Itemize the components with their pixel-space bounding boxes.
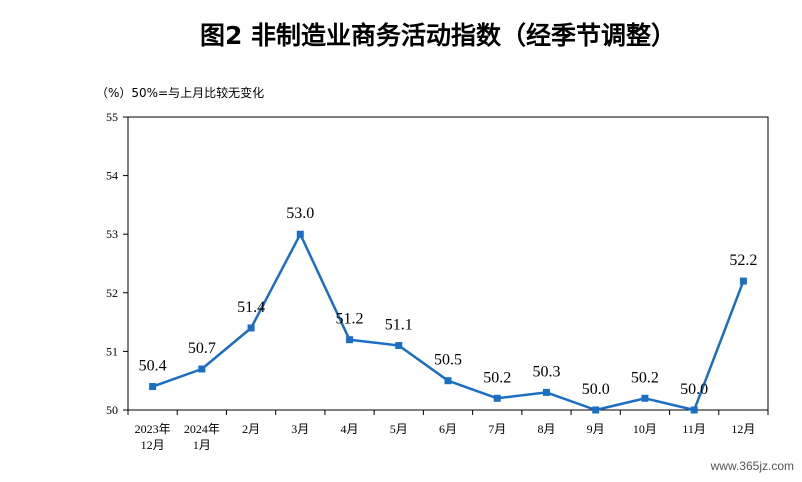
data-point: [395, 342, 403, 350]
data-label: 51.2: [336, 311, 364, 328]
data-point: [444, 377, 452, 385]
x-tick-label: 2024年: [184, 422, 220, 436]
x-tick-label: 1月: [193, 438, 211, 452]
x-tick-label: 4月: [341, 422, 359, 436]
x-tick-label: 9月: [587, 422, 605, 436]
plot-area: [127, 116, 769, 411]
x-tick-label: 10月: [633, 422, 657, 436]
y-axis-unit-note: （%）50%=与上月比较无变化: [96, 85, 264, 100]
x-axis: 2023年 12月 2024年 1月 2月 3月 4月 5月 6月 7月 8月 9月 10月 11月 12月: [127, 410, 769, 452]
data-label: 50.3: [532, 363, 560, 380]
x-tick-label: 12月: [731, 422, 755, 436]
data-label: 50.0: [582, 381, 610, 398]
x-tick-label: 12月: [141, 438, 165, 452]
data-labels: 50.4 50.7 51.4 53.0 51.2 51.1 50.5 50.2 50.3 50.0…: [139, 205, 758, 398]
x-tick-label: 8月: [537, 422, 555, 436]
data-point: [493, 394, 501, 402]
y-tick-label: 51: [106, 344, 118, 358]
x-tick-label: 2023年: [135, 422, 171, 436]
y-axis: 50 51 52 53 54 55: [106, 110, 128, 417]
x-tick-label: 5月: [390, 422, 408, 436]
data-label: 50.2: [631, 369, 659, 386]
y-tick-label: 50: [106, 403, 118, 417]
data-point: [198, 365, 206, 373]
x-tick-label: 3月: [291, 422, 309, 436]
data-label: 50.7: [188, 340, 216, 357]
data-label: 53.0: [286, 205, 314, 222]
x-tick-label: 11月: [682, 422, 706, 436]
x-tick-label: 7月: [488, 422, 506, 436]
y-tick-label: 52: [106, 286, 118, 300]
data-point: [149, 383, 157, 391]
chart-title: 图2 非制造业商务活动指数（经季节调整）: [200, 21, 676, 50]
x-tick-label: 6月: [439, 422, 457, 436]
data-label: 50.2: [483, 369, 511, 386]
data-label: 51.1: [385, 317, 413, 334]
data-label: 50.0: [680, 381, 708, 398]
data-markers: [149, 230, 747, 414]
watermark: www.365jz.com: [710, 459, 794, 473]
y-tick-label: 55: [106, 110, 118, 124]
data-point: [247, 324, 255, 332]
y-tick-label: 54: [106, 169, 118, 183]
data-point: [739, 277, 747, 285]
data-label: 50.5: [434, 352, 462, 369]
data-label: 51.4: [237, 299, 265, 316]
data-point: [690, 406, 698, 414]
y-tick-label: 53: [106, 227, 118, 241]
x-tick-label: 2月: [242, 422, 260, 436]
data-point: [296, 230, 304, 238]
data-point: [592, 406, 600, 414]
data-label: 52.2: [729, 252, 757, 269]
data-point: [641, 394, 649, 402]
data-label: 50.4: [139, 358, 167, 375]
data-point: [542, 388, 550, 396]
data-point: [346, 336, 354, 344]
